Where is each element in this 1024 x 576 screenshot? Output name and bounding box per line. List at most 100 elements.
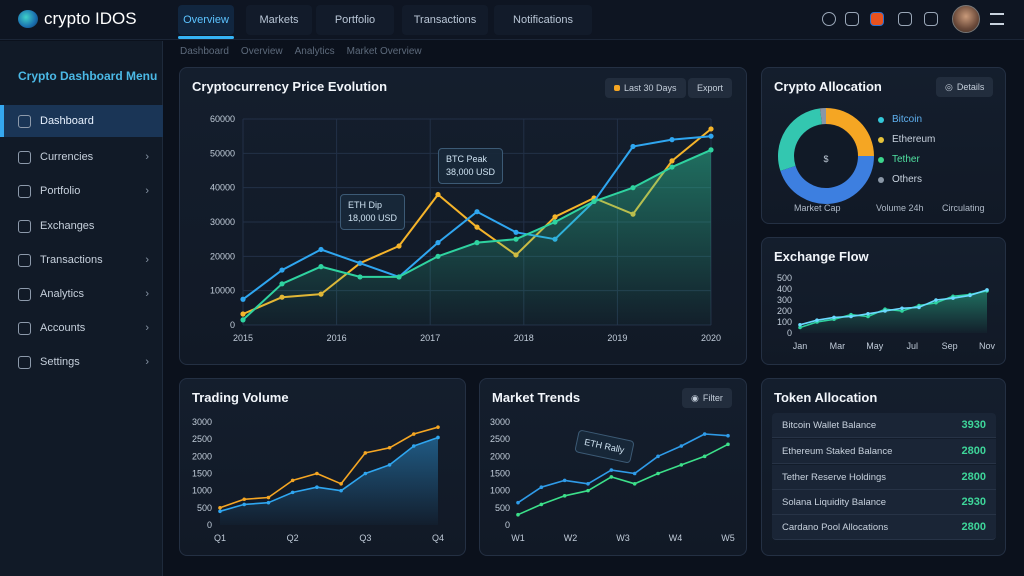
data-point (609, 468, 614, 472)
export-button[interactable]: Export (688, 78, 733, 98)
legend-swatch (878, 176, 884, 183)
y-tick-label: 20000 (210, 251, 235, 261)
button-label: Export (697, 83, 724, 93)
x-tick-label: Nov (979, 341, 996, 351)
avatar[interactable] (952, 5, 980, 33)
data-point (279, 281, 285, 287)
table-row[interactable]: Solana Liquidity Balance 2930 (772, 490, 996, 515)
x-tick-label: 2019 (607, 333, 627, 343)
range-button[interactable]: Last 30 Days (605, 78, 686, 98)
sidebar-item-currencies[interactable]: Currencies › (0, 141, 163, 173)
row-value: 2800 (961, 445, 986, 457)
panel-title: Exchange Flow (774, 249, 869, 264)
breadcrumb-item[interactable]: Dashboard (180, 46, 229, 57)
x-tick-label: W1 (511, 533, 525, 543)
menu-icon[interactable] (990, 13, 1004, 25)
clock-icon[interactable] (822, 12, 836, 26)
breadcrumb-item[interactable]: Analytics (294, 46, 335, 57)
y-tick-label: 40000 (210, 183, 235, 193)
data-point (656, 471, 660, 476)
y-tick-label: 500 (495, 503, 510, 513)
wallet-icon[interactable] (898, 12, 912, 26)
data-point (679, 444, 684, 448)
donut-slice-bitcoin (825, 108, 874, 157)
breadcrumb-item[interactable]: Overview (240, 46, 283, 57)
data-point (242, 497, 247, 502)
data-point (266, 500, 271, 505)
sidebar-item-portfolio[interactable]: Portfolio › (0, 175, 163, 207)
data-point (702, 432, 707, 436)
volume-line-chart: 0 500 1000 1500 2000 2500 3000 Q1 Q2 Q3 Q4 (192, 417, 444, 543)
sidebar-item-accounts[interactable]: Accounts › (0, 312, 163, 344)
data-point (656, 454, 660, 459)
sidebar-item-label: Transactions (40, 254, 103, 266)
sidebar-item-dashboard[interactable]: Dashboard (0, 105, 163, 137)
notification-icon[interactable] (870, 12, 884, 26)
legend-swatch (878, 116, 884, 123)
tab-overview[interactable]: Overview (178, 5, 234, 39)
sidebar-item-analytics[interactable]: Analytics › (0, 278, 163, 310)
x-tick-label: Q1 (214, 533, 226, 543)
legend-item: Others (878, 174, 922, 185)
details-button[interactable]: ◎ Details (936, 77, 994, 97)
panel-title: Crypto Allocation (774, 79, 882, 94)
y-tick-label: 0 (207, 520, 212, 530)
y-tick-label: 2000 (192, 451, 212, 461)
message-icon[interactable] (924, 12, 938, 26)
filter-icon: ◉ (691, 392, 699, 403)
legend-item: Ethereum (878, 134, 935, 145)
settings-icon[interactable] (845, 12, 859, 26)
tab-transactions[interactable]: Transactions (402, 5, 488, 35)
footer-label: Circulating (942, 203, 985, 213)
table-row[interactable]: Ethereum Staked Balance 2800 (772, 439, 996, 464)
row-label: Bitcoin Wallet Balance (782, 419, 877, 431)
button-label: Details (956, 82, 985, 92)
data-point (832, 315, 836, 320)
list-icon (18, 253, 31, 267)
row-value: 2800 (961, 521, 986, 533)
data-point (951, 296, 955, 300)
footer-label: Volume 24h (876, 203, 924, 213)
series-line-blue (517, 433, 729, 504)
tooltip-value: 38,000 USD (446, 167, 496, 177)
data-point (516, 512, 520, 517)
y-tick-label: 60000 (210, 114, 235, 124)
x-tick-label: May (866, 341, 884, 351)
sidebar-item-exchanges[interactable]: Exchanges (0, 210, 163, 242)
data-point (552, 214, 558, 220)
filter-button[interactable]: ◉ Filter (682, 388, 732, 408)
table-row[interactable]: Bitcoin Wallet Balance 3930 (772, 413, 996, 438)
tab-markets[interactable]: Markets (246, 5, 312, 35)
sidebar-item-label: Settings (40, 356, 80, 368)
breadcrumb-item[interactable]: Market Overview (346, 46, 422, 57)
button-label: Filter (702, 393, 723, 403)
x-tick-label: 2018 (514, 333, 534, 343)
data-point (630, 185, 636, 191)
data-point (562, 494, 567, 498)
donut-center (795, 125, 857, 187)
panel-title: Token Allocation (774, 390, 878, 405)
data-point (539, 485, 544, 490)
data-point (630, 143, 636, 150)
chevron-right-icon: › (145, 254, 149, 266)
donut-slice-tether (778, 108, 823, 171)
tab-portfolio[interactable]: Portfolio (316, 5, 394, 35)
y-tick-label: 1000 (192, 486, 212, 496)
logo[interactable]: crypto IDOS (18, 9, 137, 29)
data-point (357, 260, 363, 266)
donut-chart: $ (778, 108, 874, 204)
sidebar-item-settings[interactable]: Settings › (0, 346, 163, 378)
tab-notifications[interactable]: Notifications (494, 5, 592, 35)
table-row[interactable]: Tether Reserve Holdings 2800 (772, 465, 996, 490)
y-tick-label: 100 (777, 317, 792, 327)
data-point (985, 288, 989, 292)
coin-icon (18, 150, 31, 164)
chevron-right-icon: › (145, 322, 149, 334)
dashboard-icon (18, 114, 31, 128)
y-tick-label: 0 (505, 520, 510, 530)
sidebar-item-transactions[interactable]: Transactions › (0, 244, 163, 276)
table-row[interactable]: Cardano Pool Allocations 2800 (772, 515, 996, 540)
y-tick-label: 500 (197, 503, 212, 513)
series-area-green (243, 149, 711, 325)
